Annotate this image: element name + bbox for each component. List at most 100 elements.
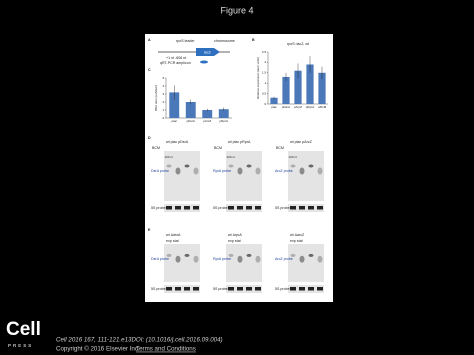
panel-letter: B	[252, 38, 255, 42]
panel-letter: C	[148, 68, 151, 72]
blot-header: wt ΔdsrA	[166, 233, 181, 237]
label: lacZ	[204, 50, 212, 54]
panel-letter: A	[148, 38, 151, 42]
chart-title: rpoS::lacZ, wt	[287, 42, 309, 46]
phase-label: exp stat	[228, 239, 241, 243]
probe-label: DsrA probe	[151, 169, 169, 173]
y-tick-label: 1	[265, 81, 267, 85]
y-tick-label: 5	[163, 76, 165, 80]
blot-header: wt ΔrprA	[228, 233, 242, 237]
blot	[226, 244, 262, 282]
blot	[288, 151, 324, 201]
phase-label: exp stat	[166, 239, 179, 243]
blot	[164, 285, 200, 293]
band	[193, 206, 199, 210]
band	[228, 206, 234, 210]
band	[246, 287, 252, 291]
control-label: 5S probe	[213, 206, 228, 210]
band	[290, 164, 296, 168]
marker-label: 100 nt	[165, 155, 174, 159]
y-tick-label: 2.5	[262, 50, 267, 54]
band	[290, 206, 296, 210]
probe-label: ArcZ probe	[275, 169, 293, 173]
blot-header: wt plac pArcZ	[290, 140, 313, 144]
band	[290, 253, 296, 257]
band	[175, 255, 181, 263]
blot	[164, 244, 200, 282]
x-tick-label: pDsrA	[187, 119, 195, 123]
bar	[318, 72, 326, 104]
blot	[288, 244, 324, 282]
band	[184, 206, 190, 210]
band	[228, 253, 234, 257]
band	[299, 167, 305, 175]
phase-label: exp stat	[290, 239, 303, 243]
y-tick-label: 0	[265, 102, 267, 106]
band	[193, 167, 199, 175]
x-tick-label: plac	[171, 119, 177, 123]
logo-sub: PRESS	[8, 343, 33, 348]
blot-header: wt plac pDsrA	[166, 140, 189, 144]
x-tick-label: pRprA	[306, 105, 315, 109]
blot-header: wt ΔarcZ	[290, 233, 305, 237]
control-label: 5S probe	[213, 287, 228, 291]
band	[166, 164, 172, 168]
y-tick-label: 1	[163, 108, 165, 112]
blot	[226, 204, 262, 212]
band	[246, 253, 252, 257]
band	[299, 206, 305, 210]
band	[166, 206, 172, 210]
y-tick-label: 0	[163, 116, 165, 120]
blot	[288, 204, 324, 212]
probe-label: DsrA probe	[151, 257, 169, 261]
band	[175, 167, 181, 175]
logo: Cell	[6, 319, 41, 340]
x-tick-label: +BCM	[318, 105, 327, 109]
x-tick-label: pDsrA	[282, 105, 290, 109]
page-title: Figure 4	[220, 5, 253, 15]
band	[184, 253, 190, 257]
bar	[294, 70, 302, 104]
panel-letter: D	[148, 136, 151, 140]
band	[255, 287, 261, 291]
band	[299, 287, 305, 291]
label: qRT-PCR amplicon	[160, 61, 191, 65]
control-label: 5S probe	[151, 206, 166, 210]
band	[228, 164, 234, 168]
marker-label: 100 nt	[227, 155, 236, 159]
bcm-label: BCM	[276, 146, 284, 150]
y-label: RNA ratio rpoS/lacZ	[154, 85, 158, 112]
blot-header: wt plac pRprA	[228, 140, 251, 144]
bar	[202, 110, 213, 118]
bar	[218, 109, 229, 118]
probe-label: RprA probe	[213, 257, 231, 261]
band	[228, 287, 234, 291]
band	[255, 167, 261, 175]
band	[308, 206, 314, 210]
x-tick-label: pRprA	[219, 119, 228, 123]
band	[255, 206, 261, 210]
band	[184, 164, 190, 168]
control-label: 5S probe	[275, 287, 290, 291]
x-tick-label: plac	[271, 105, 277, 109]
probe-label: RprA probe	[213, 169, 231, 173]
blot	[288, 285, 324, 293]
label: chromosome	[214, 39, 235, 43]
band	[237, 287, 243, 291]
band	[246, 164, 252, 168]
band	[193, 287, 199, 291]
copyright: Copyright © 2016 Elsevier Inc.	[56, 346, 140, 353]
terms-link[interactable]: Terms and Conditions	[136, 346, 196, 353]
bar	[306, 64, 314, 104]
x-tick-label: pArcZ	[203, 119, 211, 123]
amplicon	[200, 60, 208, 64]
band	[255, 255, 261, 263]
band	[184, 287, 190, 291]
band	[299, 255, 305, 263]
lacz-arrow	[196, 48, 220, 56]
band	[317, 255, 323, 263]
band	[246, 206, 252, 210]
band	[237, 167, 243, 175]
bcm-label: BCM	[214, 146, 222, 150]
